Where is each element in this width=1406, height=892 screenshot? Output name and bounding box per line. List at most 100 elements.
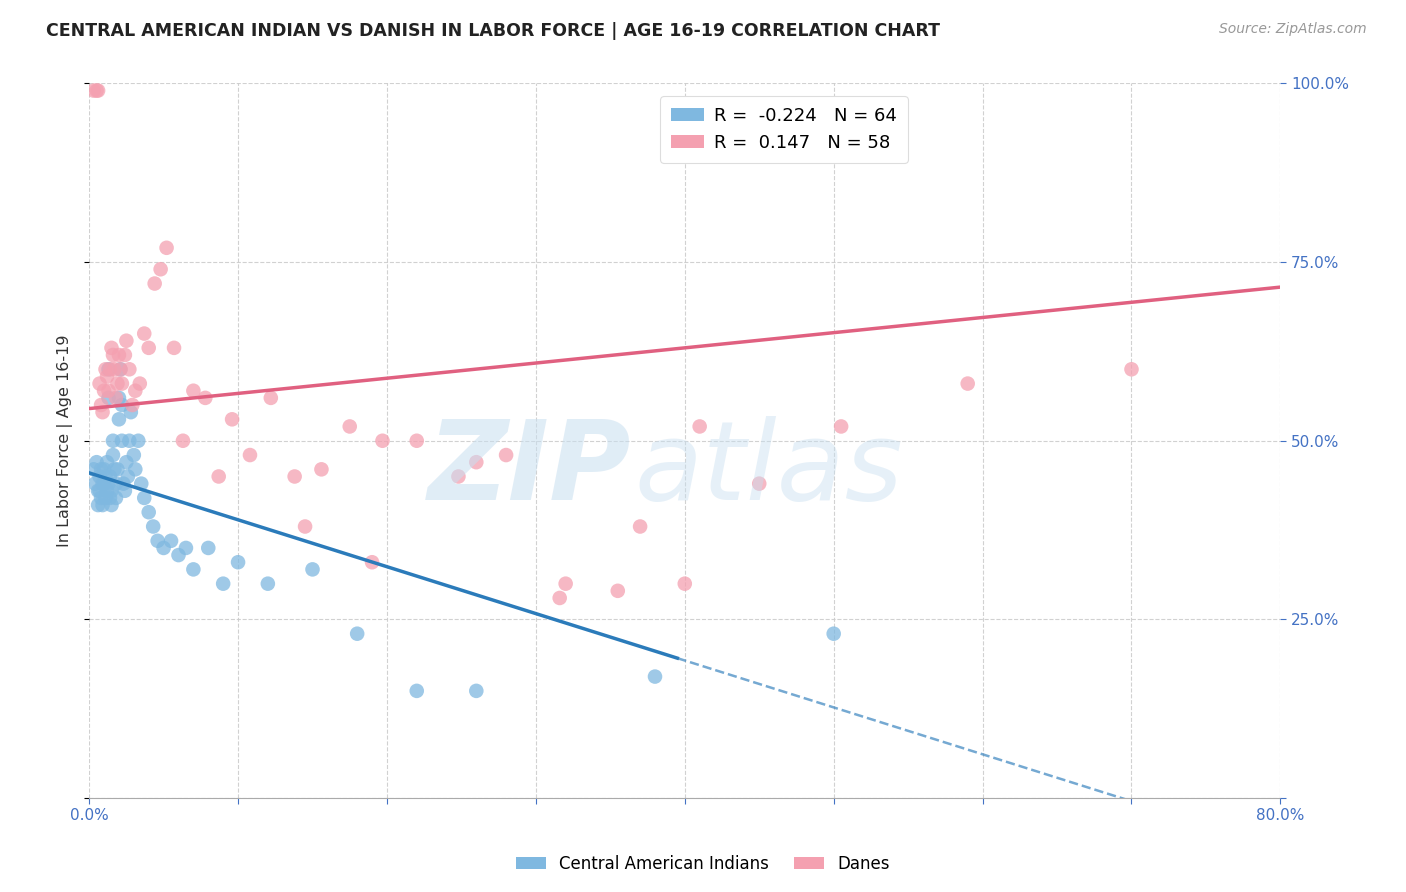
Point (294, 519, 316, 533)
Point (84, 476, 107, 491)
Point (83, 84, 105, 98)
Point (149, 262, 172, 277)
Y-axis label: In Labor Force | Age 16-19: In Labor Force | Age 16-19 (58, 334, 73, 547)
Point (103, 462, 125, 476)
Point (260, 391, 283, 405)
Point (89, 483, 111, 498)
Point (606, 583, 628, 598)
Point (122, 448, 145, 462)
Point (90, 398, 112, 412)
Point (311, 462, 333, 476)
Point (155, 241, 177, 255)
Point (96, 455, 118, 469)
Point (101, 434, 124, 448)
Point (90, 462, 112, 476)
Point (120, 405, 142, 419)
Point (628, 519, 651, 533)
Point (103, 362, 125, 376)
Point (108, 391, 131, 405)
Point (118, 434, 141, 448)
Point (183, 562, 205, 576)
Text: ZIP: ZIP (427, 416, 631, 523)
Point (142, 519, 165, 533)
Point (644, 669, 666, 683)
Point (112, 476, 135, 491)
Point (143, 277, 166, 291)
Point (127, 434, 149, 448)
Point (134, 491, 156, 505)
Point (111, 376, 134, 391)
Point (152, 541, 174, 555)
Point (405, 684, 427, 698)
Point (115, 455, 138, 469)
Point (101, 448, 124, 462)
Point (124, 462, 146, 476)
Point (465, 455, 488, 469)
Point (194, 391, 217, 405)
Point (121, 398, 143, 412)
Point (94, 491, 117, 505)
Point (830, 419, 852, 434)
Point (197, 541, 219, 555)
Point (956, 376, 979, 391)
Point (93, 476, 115, 491)
Point (94, 362, 117, 376)
Point (689, 419, 711, 434)
Point (226, 555, 249, 569)
Point (89, 469, 111, 483)
Point (104, 491, 127, 505)
Point (114, 348, 136, 362)
Point (97, 384, 120, 398)
Point (748, 476, 770, 491)
Point (107, 376, 129, 391)
Point (221, 412, 243, 426)
Point (346, 626, 368, 640)
Point (128, 376, 150, 391)
Point (115, 334, 138, 348)
Point (208, 469, 231, 483)
Point (124, 384, 146, 398)
Point (98, 362, 121, 376)
Point (111, 398, 134, 412)
Text: atlas: atlas (634, 416, 904, 523)
Point (465, 684, 488, 698)
Legend: Central American Indians, Danes: Central American Indians, Danes (509, 848, 897, 880)
Point (554, 576, 576, 591)
Point (91, 476, 114, 491)
Point (101, 348, 124, 362)
Point (96, 483, 118, 498)
Point (163, 341, 186, 355)
Point (160, 533, 183, 548)
Point (117, 469, 139, 483)
Point (339, 419, 361, 434)
Text: Source: ZipAtlas.com: Source: ZipAtlas.com (1219, 22, 1367, 37)
Point (301, 562, 323, 576)
Point (111, 434, 134, 448)
Point (284, 469, 307, 483)
Point (96, 369, 118, 384)
Point (90, 491, 112, 505)
Point (86, 455, 108, 469)
Point (108, 412, 131, 426)
Point (98, 469, 121, 483)
Point (183, 384, 205, 398)
Point (104, 391, 127, 405)
Point (548, 591, 571, 605)
Point (97, 476, 120, 491)
Point (138, 505, 160, 519)
Point (447, 469, 470, 483)
Point (91, 405, 114, 419)
Point (91, 498, 114, 512)
Point (86, 84, 108, 98)
Point (361, 555, 384, 569)
Point (371, 434, 394, 448)
Point (172, 434, 194, 448)
Point (118, 362, 141, 376)
Point (108, 348, 131, 362)
Point (83, 462, 105, 476)
Point (89, 376, 111, 391)
Point (673, 576, 696, 591)
Point (110, 362, 132, 376)
Legend: R =  -0.224   N = 64, R =  0.147   N = 58: R = -0.224 N = 64, R = 0.147 N = 58 (661, 96, 908, 162)
Point (100, 341, 122, 355)
